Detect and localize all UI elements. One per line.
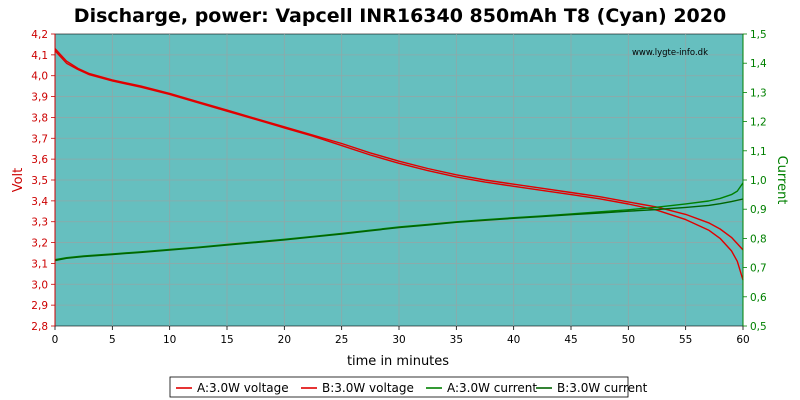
x-tick-label: 15 [220,334,233,346]
x-tick-label: 35 [450,334,463,346]
x-tick-label: 60 [736,334,749,346]
y-left-tick-label: 3,6 [31,154,48,166]
y-right-tick-label: 0,9 [750,204,767,216]
y-left-tick-label: 3,4 [31,196,48,208]
y-left-tick-label: 3,0 [31,279,48,291]
x-tick-label: 5 [109,334,116,346]
y-left-tick-label: 3,2 [31,238,48,250]
y-left-tick-label: 4,1 [31,50,48,62]
x-tick-label: 25 [335,334,348,346]
y-right-tick-label: 1,4 [750,58,767,70]
legend-label: A:3.0W current [447,381,537,395]
watermark-text: www.lygte-info.dk [632,48,708,58]
y-left-tick-label: 3,3 [31,217,48,229]
y-left-tick-label: 2,9 [31,300,48,312]
y-left-tick-label: 3,5 [31,175,48,187]
x-tick-label: 20 [278,334,291,346]
x-tick-label: 30 [392,334,405,346]
x-axis-title: time in minutes [347,354,449,369]
x-tick-label: 10 [163,334,176,346]
y-right-tick-label: 0,5 [750,321,767,333]
y-left-tick-label: 4,2 [31,29,48,41]
x-tick-label: 0 [52,334,59,346]
series-line-b-3-0w-voltage [54,48,744,251]
y-axis-right-title: Current [774,156,789,205]
x-tick-label: 40 [507,334,520,346]
series-layer [54,48,744,281]
grid-lines [55,34,743,326]
x-tick-label: 45 [564,334,577,346]
chart-title: Discharge, power: Vapcell INR16340 850mA… [74,5,726,27]
y-right-tick-label: 1,5 [750,29,767,41]
y-left-tick-label: 4,0 [31,71,48,83]
y-left-tick-label: 3,7 [31,133,48,145]
y-right-tick-label: 0,6 [750,292,767,304]
legend: A:3.0W voltage B:3.0W voltage A:3.0W curre… [169,376,648,398]
series-line-b-3-0w-current [54,198,744,262]
x-tick-label: 55 [679,334,692,346]
y-left-tick-label: 3,8 [31,112,48,124]
x-tick-label: 50 [622,334,635,346]
legend-label: B:3.0W voltage [322,381,414,395]
y-right-tick-label: 1,3 [750,87,767,99]
y-right-tick-label: 1,2 [750,117,767,129]
legend-box [169,376,629,398]
tick-labels: 0 5 10 15 20 25 30 35 40 45 50 55 60 2,8 2,9 3,0 3,1 3,2 3… [31,29,767,346]
y-right-tick-label: 0,7 [750,263,767,275]
y-left-tick-label: 3,9 [31,92,48,104]
y-left-tick-label: 3,1 [31,258,48,270]
y-left-tick-label: 2,8 [31,321,48,333]
series-line-a-3-0w-voltage [54,50,744,281]
y-right-tick-label: 1,0 [750,175,767,187]
legend-label: B:3.0W current [557,381,648,395]
y-right-tick-label: 1,1 [750,146,767,158]
y-axis-left-title: Volt [11,168,26,193]
y-right-tick-label: 0,8 [750,233,767,245]
legend-label: A:3.0W voltage [197,381,289,395]
